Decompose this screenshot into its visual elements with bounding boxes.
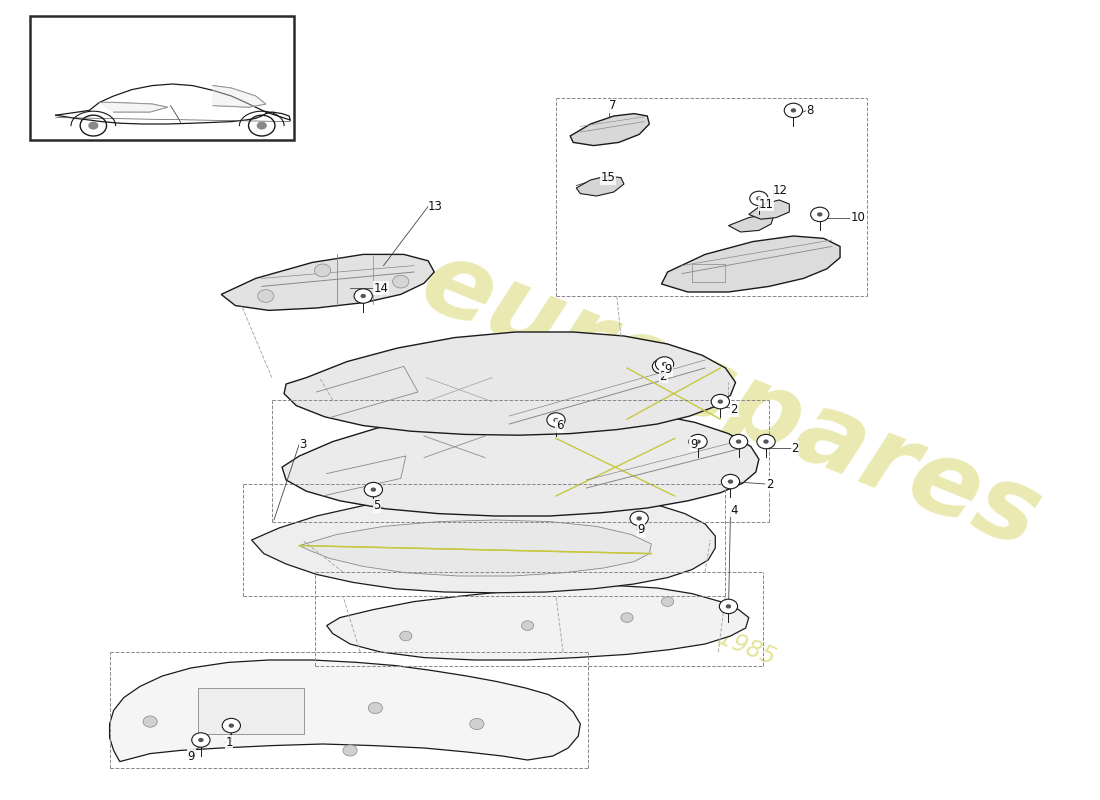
Text: 6: 6 (556, 419, 563, 432)
Circle shape (399, 631, 411, 641)
Circle shape (728, 479, 734, 484)
Text: 8: 8 (806, 104, 814, 117)
Circle shape (729, 434, 748, 449)
Circle shape (547, 413, 565, 427)
Circle shape (726, 604, 732, 609)
Circle shape (689, 434, 707, 449)
Circle shape (198, 738, 204, 742)
Circle shape (229, 723, 234, 728)
Text: 2: 2 (730, 403, 738, 416)
Text: 15: 15 (601, 171, 616, 184)
Text: 7: 7 (608, 99, 616, 112)
Polygon shape (110, 660, 581, 762)
Circle shape (717, 399, 723, 404)
Text: 9: 9 (664, 363, 672, 376)
Text: 5: 5 (373, 499, 381, 512)
Circle shape (662, 362, 668, 366)
Circle shape (470, 718, 484, 730)
Circle shape (354, 289, 372, 303)
Circle shape (712, 394, 729, 409)
Circle shape (695, 439, 701, 444)
Circle shape (637, 516, 642, 521)
Text: 11: 11 (759, 198, 774, 210)
Circle shape (763, 439, 769, 444)
Circle shape (719, 599, 738, 614)
Polygon shape (221, 254, 434, 310)
Polygon shape (728, 214, 773, 232)
Text: 4: 4 (730, 504, 738, 517)
Text: 10: 10 (850, 211, 865, 224)
Circle shape (791, 108, 796, 113)
Circle shape (143, 716, 157, 727)
Circle shape (757, 434, 776, 449)
Circle shape (368, 702, 383, 714)
Circle shape (736, 439, 741, 444)
Circle shape (222, 718, 241, 733)
Polygon shape (576, 176, 624, 196)
Circle shape (315, 264, 331, 277)
Polygon shape (661, 236, 840, 292)
Circle shape (652, 359, 671, 374)
Polygon shape (327, 586, 749, 660)
Circle shape (659, 364, 664, 369)
Circle shape (756, 196, 761, 201)
Text: 14: 14 (373, 282, 388, 294)
Text: 1: 1 (226, 736, 233, 749)
Circle shape (553, 418, 559, 422)
Text: eurospares: eurospares (406, 230, 1055, 570)
Polygon shape (299, 520, 651, 576)
Text: 2: 2 (766, 478, 773, 490)
Polygon shape (282, 406, 759, 516)
Text: 9: 9 (637, 523, 645, 536)
Text: 3: 3 (299, 438, 307, 450)
Text: 13: 13 (428, 200, 443, 213)
Circle shape (817, 212, 823, 217)
Polygon shape (252, 490, 715, 593)
Text: 12: 12 (773, 184, 788, 197)
Circle shape (256, 122, 267, 130)
Circle shape (661, 597, 673, 606)
Bar (31, 16, 294, 140)
Text: a passion for parts since 1985: a passion for parts since 1985 (439, 514, 779, 670)
Circle shape (784, 103, 803, 118)
Circle shape (257, 290, 274, 302)
Polygon shape (213, 86, 266, 107)
Text: 9: 9 (188, 750, 195, 762)
Circle shape (393, 275, 409, 288)
Polygon shape (99, 102, 167, 112)
Circle shape (750, 191, 768, 206)
Circle shape (722, 474, 739, 489)
Polygon shape (284, 332, 736, 435)
Circle shape (630, 511, 648, 526)
Circle shape (811, 207, 829, 222)
Circle shape (361, 294, 366, 298)
Text: 2: 2 (660, 370, 667, 382)
Circle shape (191, 733, 210, 747)
Circle shape (620, 613, 634, 622)
Circle shape (343, 745, 358, 756)
Bar (198, 688, 305, 734)
Polygon shape (749, 200, 790, 219)
Text: 2: 2 (791, 442, 799, 454)
Circle shape (88, 122, 98, 130)
Text: 9: 9 (690, 438, 697, 450)
Circle shape (371, 487, 376, 492)
Polygon shape (570, 114, 649, 146)
Circle shape (656, 357, 673, 371)
Circle shape (521, 621, 534, 630)
Circle shape (364, 482, 383, 497)
